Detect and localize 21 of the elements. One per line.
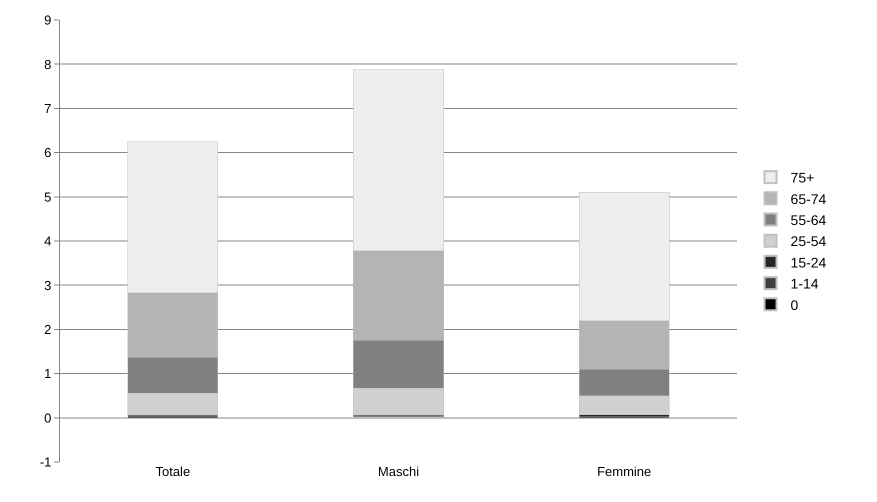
y-tick-label: 0 [44, 410, 52, 426]
legend-label: 75+ [790, 170, 814, 186]
y-tick-label: 7 [44, 100, 52, 116]
y-tick-label: 2 [44, 322, 52, 337]
y-tick-label: 1 [44, 366, 52, 382]
x-tick-label: Totale [155, 464, 190, 479]
legend-label: 0 [790, 296, 799, 313]
y-tick-label: 9 [44, 12, 52, 28]
y-tick-label: 3 [44, 278, 52, 293]
legend-label: 1-14 [790, 276, 819, 292]
y-tick-label: 6 [44, 145, 52, 160]
legend-label: 65-74 [790, 190, 827, 207]
legend-label: 15-24 [790, 254, 827, 270]
x-tick-label: Maschi [378, 464, 420, 479]
legend-label: 25-54 [790, 233, 827, 250]
y-tick-label: 4 [44, 234, 52, 249]
x-tick-label: Femmine [597, 464, 652, 479]
y-tick-label: -1 [40, 454, 52, 470]
legend-label: 55-64 [790, 212, 827, 228]
y-tick-label: 8 [44, 56, 52, 72]
y-tick-label: 5 [44, 189, 52, 204]
